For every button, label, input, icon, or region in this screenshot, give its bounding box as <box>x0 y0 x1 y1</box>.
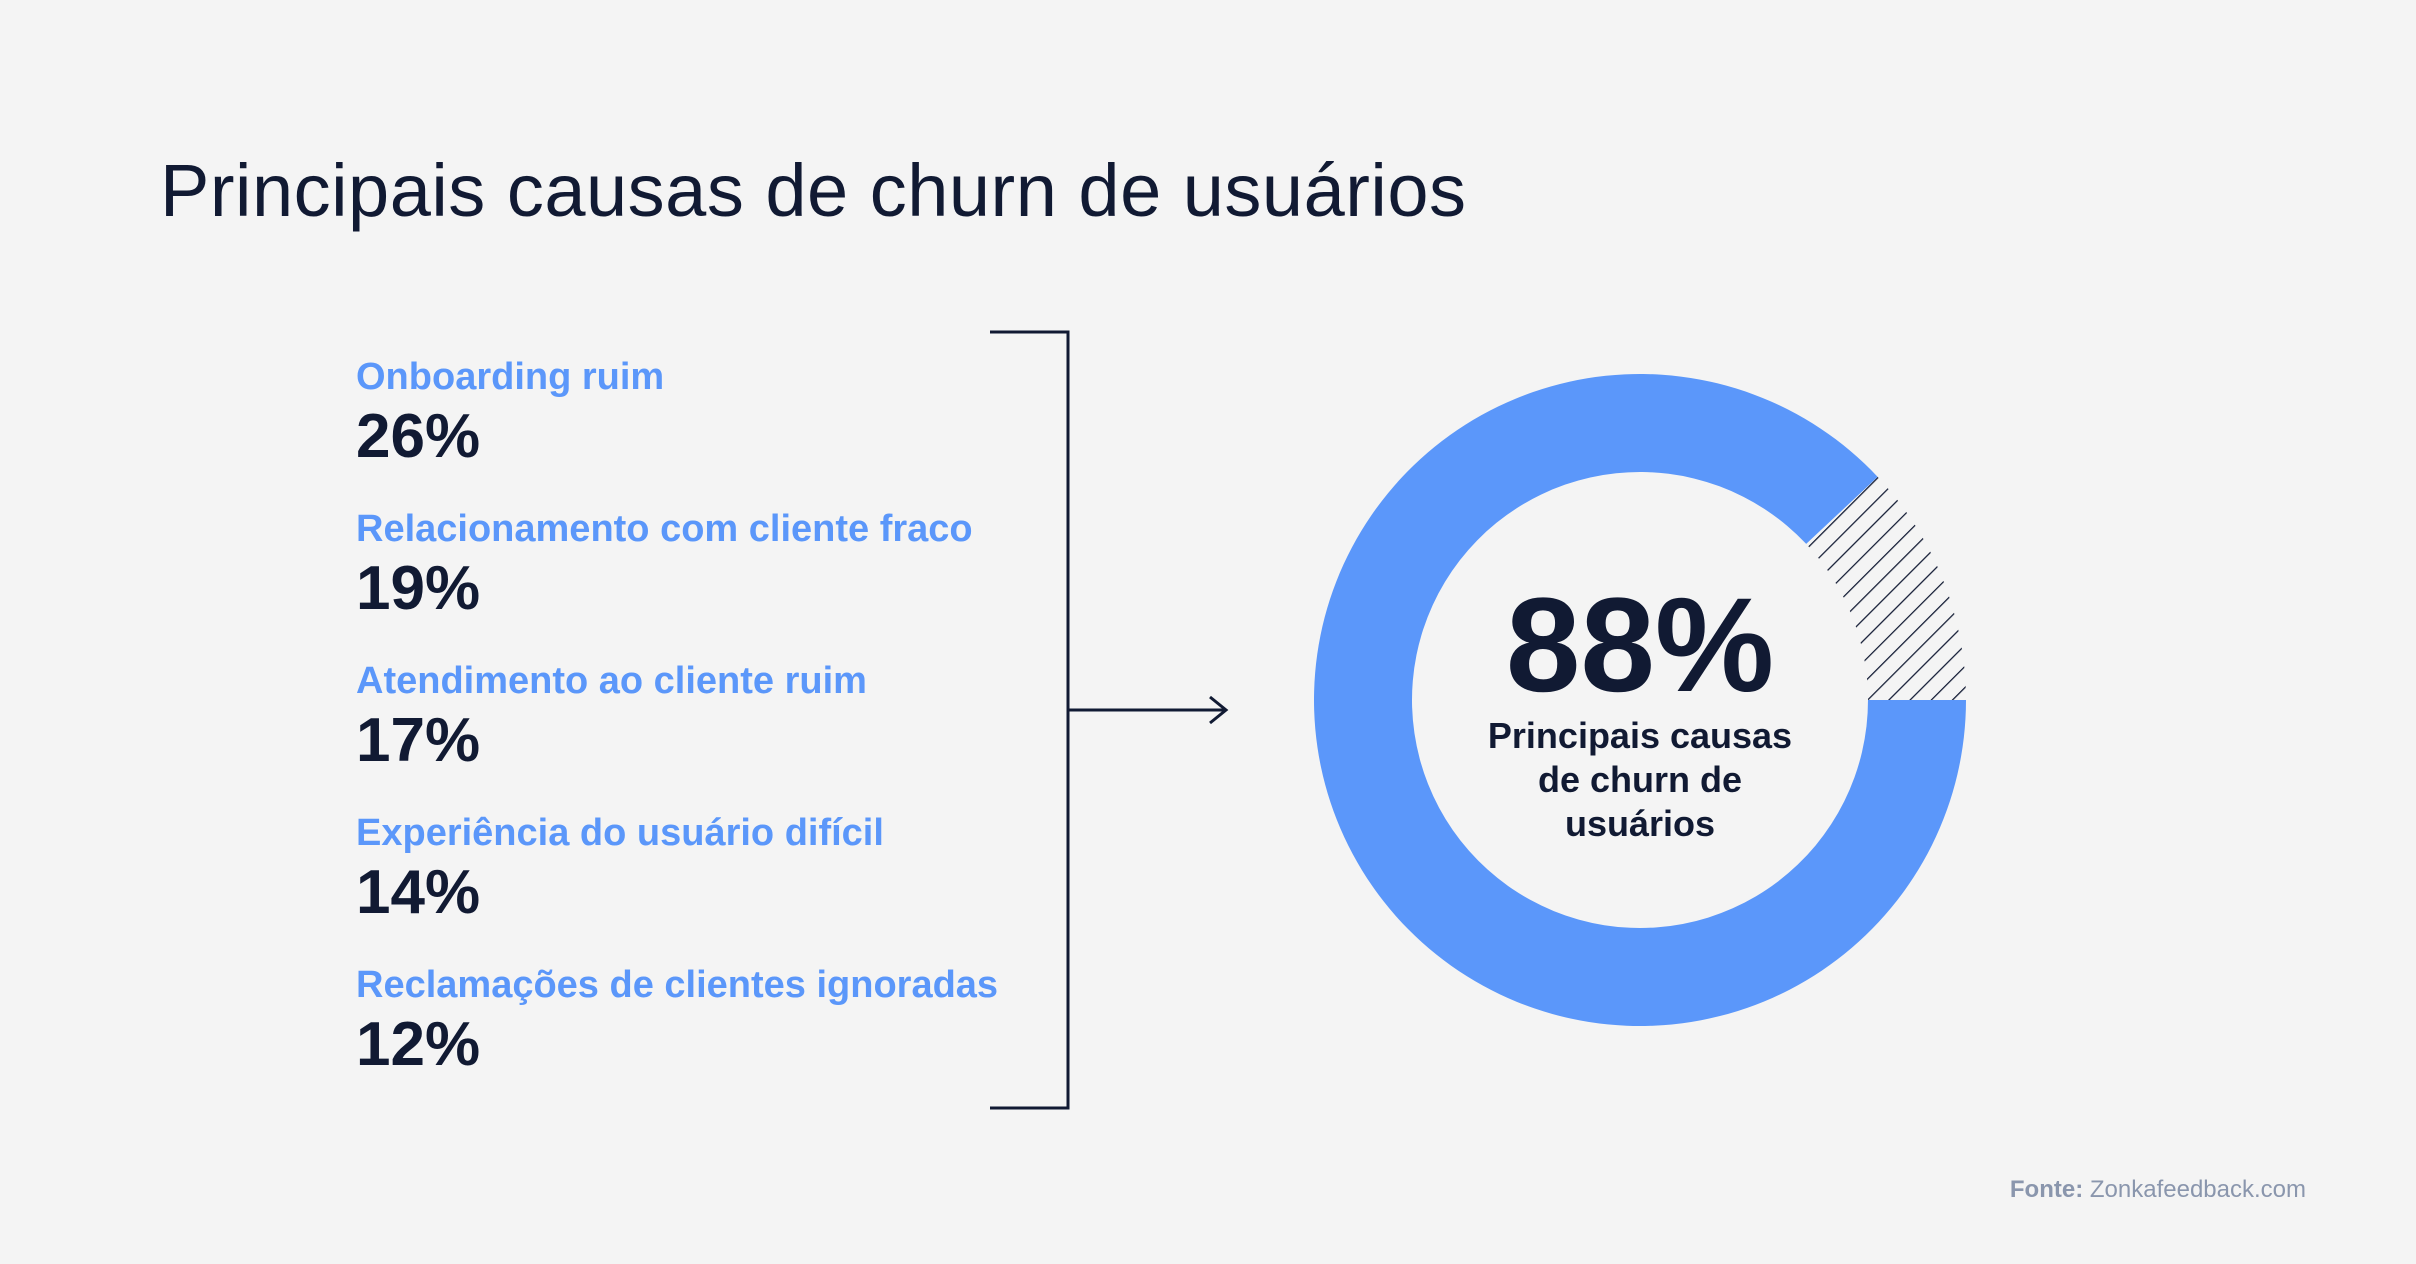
donut-slice-main <box>1314 374 1966 1026</box>
donut-slice-remainder <box>1806 476 1966 700</box>
cause-label: Experiência do usuário difícil <box>356 812 884 854</box>
cause-value: 17% <box>356 706 481 775</box>
donut-center-value: 88% <box>1505 571 1775 720</box>
causes-list: Onboarding ruim 26% Relacionamento com c… <box>356 352 1036 1112</box>
cause-item: Relacionamento com cliente fraco 19% <box>356 504 1036 656</box>
source-note: Fonte: Zonkafeedback.com <box>2010 1176 2306 1204</box>
cause-item: Reclamações de clientes ignoradas 12% <box>356 960 1036 1112</box>
cause-label: Relacionamento com cliente fraco <box>356 508 973 550</box>
cause-label: Onboarding ruim <box>356 356 665 398</box>
arrow-head-icon <box>1209 695 1229 725</box>
cause-item: Atendimento ao cliente ruim 17% <box>356 656 1036 808</box>
cause-label: Reclamações de clientes ignoradas <box>356 964 999 1006</box>
donut-center-caption: Principais causas de churn de usuários <box>1440 714 1840 846</box>
cause-value: 14% <box>356 858 481 927</box>
bracket <box>990 330 1070 1110</box>
donut-chart <box>1314 374 1966 1026</box>
source-prefix: Fonte: <box>2009 1176 2084 1203</box>
source-text: Zonkafeedback.com <box>2089 1176 2306 1203</box>
cause-value: 19% <box>356 554 481 623</box>
cause-value: 12% <box>356 1010 481 1079</box>
caption-line: de churn de <box>1537 759 1743 800</box>
page-title: Principais causas de churn de usuários <box>160 149 1467 232</box>
cause-value: 26% <box>356 402 481 471</box>
caption-line: usuários <box>1564 803 1716 844</box>
cause-label: Atendimento ao cliente ruim <box>356 660 867 702</box>
caption-line: Principais causas <box>1487 715 1793 756</box>
cause-item: Experiência do usuário difícil 14% <box>356 808 1036 960</box>
cause-item: Onboarding ruim 26% <box>356 352 1036 504</box>
